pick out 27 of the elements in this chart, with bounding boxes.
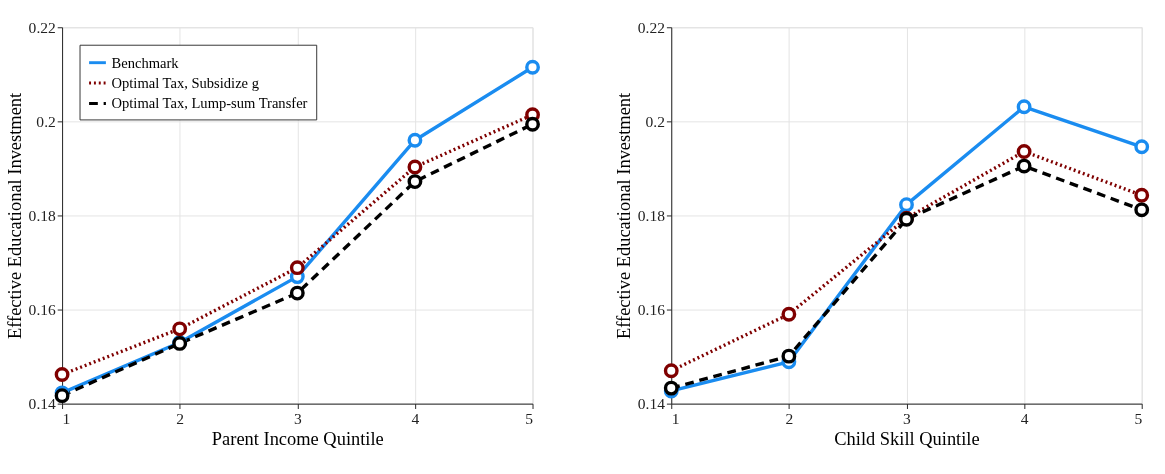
x-tick-label: 5	[525, 409, 534, 427]
x-tick-label: 3	[293, 409, 302, 427]
y-axis-title: Effective Educational Investment	[614, 91, 635, 340]
y-tick-label: 0.22	[637, 18, 665, 36]
y-tick-label: 0.16	[637, 300, 666, 318]
x-tick-label: 2	[785, 409, 794, 427]
y-tick-label: 0.22	[28, 18, 56, 36]
x-axis-title: Child Skill Quintile	[834, 428, 980, 449]
x-tick-label: 2	[176, 409, 185, 427]
x-tick-label: 5	[1134, 409, 1143, 427]
y-tick-label: 0.18	[637, 206, 666, 224]
x-axis-title: Parent Income Quintile	[211, 428, 384, 449]
y-tick-label: 0.16	[28, 300, 57, 318]
x-tick-label: 1	[62, 409, 71, 427]
y-axis-title: Effective Educational Investment	[4, 91, 25, 340]
legend-label: Optimal Tax, Lump-sum Transfer	[111, 95, 308, 112]
x-tick-label: 4	[411, 409, 420, 427]
y-tick-label: 0.14	[637, 394, 666, 412]
legend-label: Benchmark	[111, 54, 180, 71]
legend-label: Optimal Tax, Subsidize g	[111, 74, 259, 91]
x-tick-label: 3	[903, 409, 912, 427]
y-tick-label: 0.2	[645, 112, 665, 130]
x-tick-label: 4	[1020, 409, 1029, 427]
y-tick-label: 0.14	[28, 394, 57, 412]
y-tick-label: 0.18	[28, 206, 57, 224]
y-tick-label: 0.2	[36, 112, 56, 130]
x-tick-label: 1	[671, 409, 680, 427]
